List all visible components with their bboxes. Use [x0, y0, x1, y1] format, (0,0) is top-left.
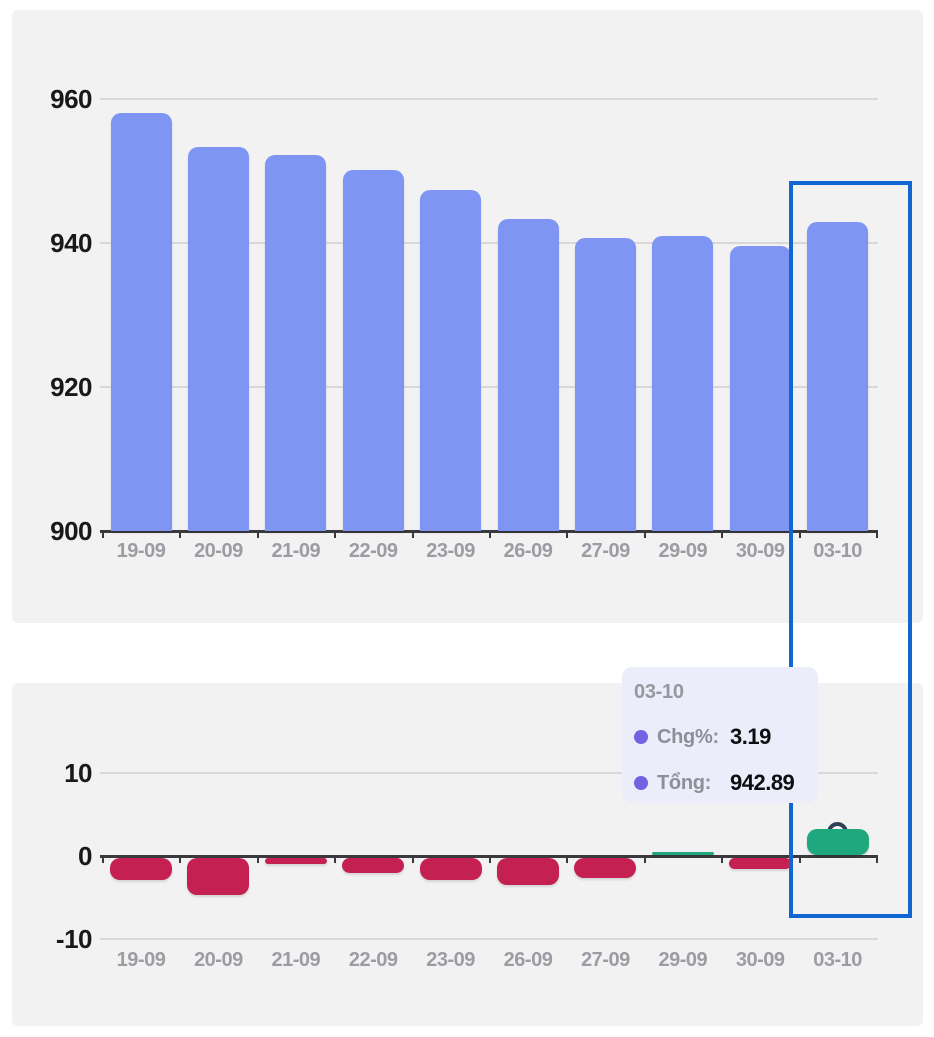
y-axis-label: 10 — [64, 757, 92, 788]
price-bar-30-09[interactable] — [729, 245, 791, 531]
x-axis-tick — [798, 531, 801, 538]
x-axis-tick — [489, 855, 491, 863]
y-axis-label: -10 — [55, 923, 93, 954]
x-axis-tick — [256, 531, 259, 538]
gridline — [100, 98, 878, 100]
x-axis-label: 19-09 — [116, 540, 166, 562]
gridline — [100, 771, 878, 774]
y-axis-label: 940 — [50, 228, 92, 258]
change-bar-27-09[interactable] — [574, 857, 637, 878]
x-axis-tick — [643, 531, 646, 538]
x-axis-tick — [798, 855, 801, 863]
change-bar-22-09[interactable] — [342, 857, 405, 873]
gridline — [100, 937, 878, 940]
x-axis-tick — [566, 531, 569, 538]
x-axis-tick — [876, 855, 878, 863]
highlight-rect — [789, 181, 912, 918]
x-axis-tick — [721, 531, 724, 538]
price-bar-26-09[interactable] — [497, 219, 559, 531]
x-axis-label: 27-09 — [581, 540, 630, 562]
y-axis-label: 920 — [50, 372, 92, 402]
change-bar-19-09[interactable] — [110, 857, 172, 881]
change-bar-26-09[interactable] — [497, 857, 559, 886]
change-bar-20-09[interactable] — [187, 857, 250, 895]
x-axis-tick — [489, 531, 491, 538]
x-axis-label: 29-09 — [658, 540, 708, 562]
x-axis-label: 20-09 — [194, 949, 243, 971]
x-axis-tick — [179, 855, 182, 863]
tooltip: 03-10 Chg%: 3.19 Tổng: 942.89 — [622, 667, 818, 803]
gridline — [100, 242, 878, 244]
x-axis-label: 30-09 — [735, 949, 785, 971]
x-axis-label: 21-09 — [271, 949, 321, 971]
y-axis-label: 0 — [78, 840, 92, 871]
x-axis-tick — [102, 531, 104, 538]
x-axis-tick — [721, 855, 724, 863]
x-axis-tick — [256, 855, 259, 863]
x-axis-label: 21-09 — [271, 540, 321, 562]
price-bar-29-09[interactable] — [652, 235, 714, 531]
x-axis-label: 30-09 — [735, 540, 785, 562]
change-bar-21-09[interactable] — [264, 857, 327, 864]
x-axis-tick — [566, 855, 569, 863]
x-axis-tick — [411, 855, 414, 863]
x-axis-tick — [334, 855, 337, 863]
x-axis-label: 22-09 — [348, 949, 398, 971]
x-axis-label: 03-10 — [813, 540, 862, 562]
x-axis-label: 19-09 — [116, 949, 166, 971]
x-axis-tick — [411, 531, 414, 538]
x-axis-label: 26-09 — [503, 540, 553, 562]
tooltip-row-chg: Chg%: 3.19 — [634, 724, 818, 750]
x-axis-label: 23-09 — [426, 540, 475, 562]
x-axis-label: 26-09 — [503, 949, 553, 971]
price-bar-22-09[interactable] — [342, 170, 404, 531]
y-axis-label: 900 — [50, 516, 92, 546]
tooltip-title: 03-10 — [634, 681, 684, 703]
x-axis-tick — [643, 855, 646, 863]
x-axis-label: 22-09 — [348, 540, 398, 562]
change-bar-23-09[interactable] — [419, 857, 482, 880]
gridline — [100, 386, 878, 388]
x-axis-tick — [102, 855, 104, 863]
change-bar-30-09[interactable] — [729, 857, 792, 869]
price-bar-21-09[interactable] — [265, 155, 327, 531]
series-dot-icon — [634, 776, 648, 790]
x-axis-label: 23-09 — [426, 949, 475, 971]
x-axis-tick — [334, 531, 337, 538]
x-axis-label: 20-09 — [194, 540, 243, 562]
change-bar-03-10[interactable] — [806, 829, 869, 855]
tooltip-row-total: Tổng: 942.89 — [634, 770, 818, 796]
price-bar-03-10[interactable] — [807, 222, 869, 531]
x-axis-label: 27-09 — [581, 949, 630, 971]
tooltip-label: Chg%: — [657, 725, 719, 748]
price-bar-20-09[interactable] — [187, 146, 249, 531]
y-axis-label: 960 — [50, 84, 92, 114]
tooltip-value: 3.19 — [730, 724, 771, 749]
x-axis-label: 03-10 — [813, 949, 862, 971]
series-dot-icon — [634, 730, 648, 744]
change-bar-29-09[interactable] — [651, 852, 714, 855]
x-axis-tick — [179, 531, 182, 538]
x-axis-tick — [876, 531, 878, 538]
price-bar-27-09[interactable] — [574, 237, 636, 531]
price-bar-23-09[interactable] — [420, 190, 482, 531]
price-bar-19-09[interactable] — [110, 113, 172, 531]
x-axis-label: 29-09 — [658, 949, 708, 971]
tooltip-value: 942.89 — [730, 770, 795, 795]
tooltip-label: Tổng: — [657, 771, 712, 794]
